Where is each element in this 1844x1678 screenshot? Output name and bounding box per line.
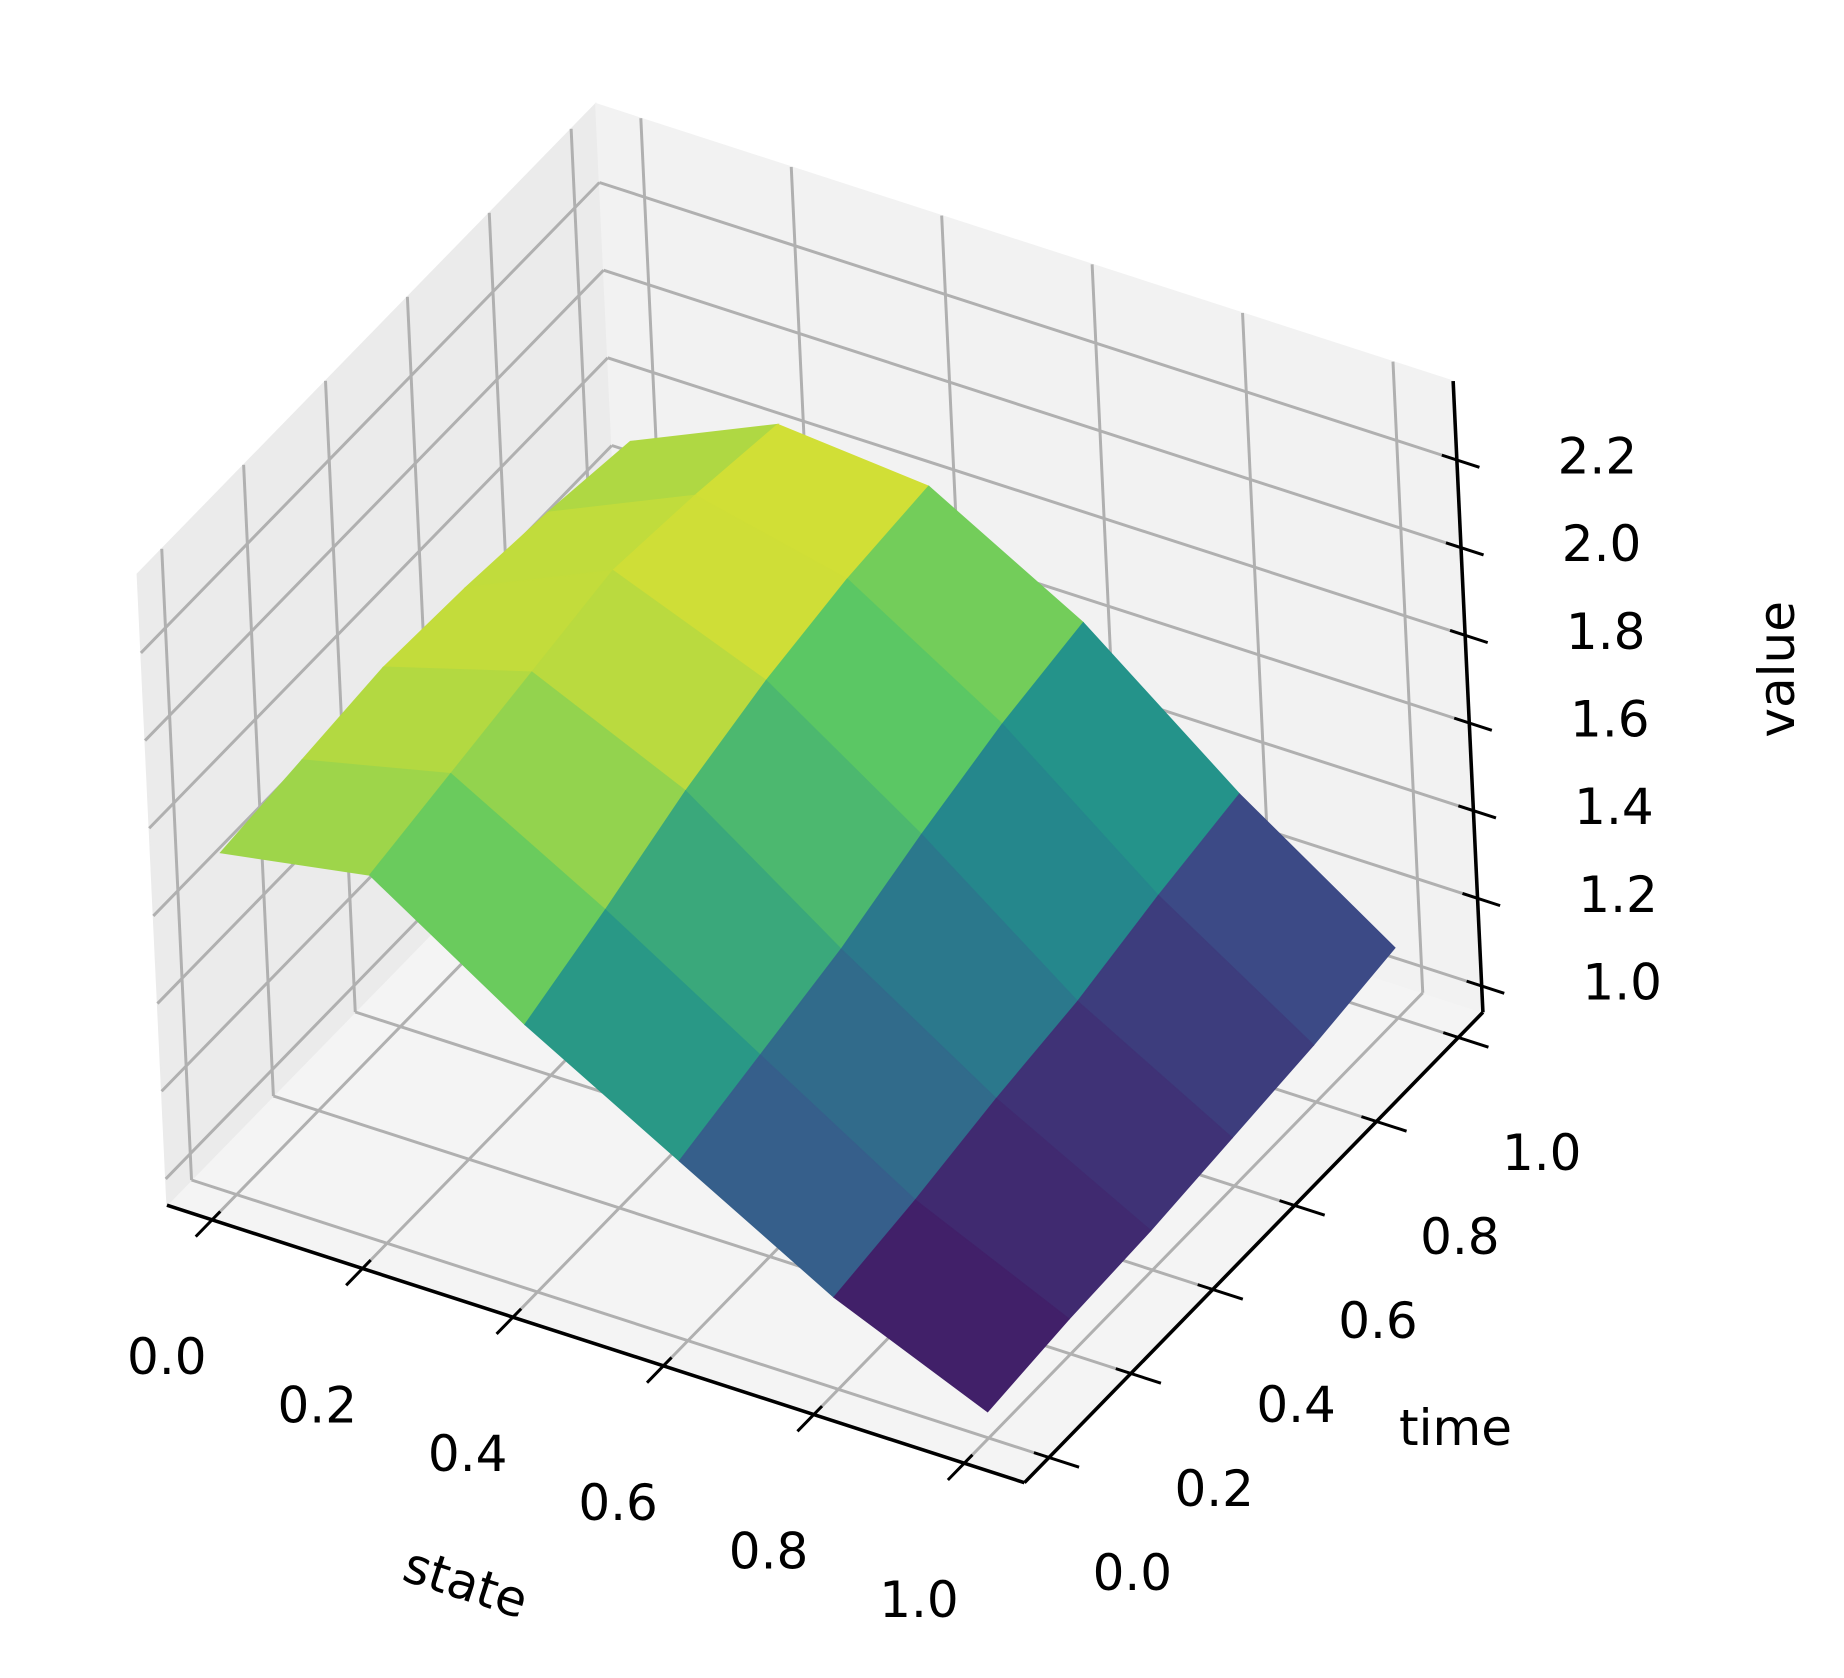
grid-line [603,268,1462,550]
grid-line [139,181,601,654]
z-tick-label: 1.0 [1582,953,1662,1011]
grid-line [148,356,609,830]
y-tick-label: 1.0 [1502,1124,1582,1182]
y-tick-label: 0.4 [1256,1376,1336,1434]
z-axis-line [1451,381,1485,1013]
grid-line [191,1178,1050,1459]
grid-line [160,548,194,1181]
x-tick-label: 0.0 [127,1328,207,1386]
tick-mark [1445,541,1485,557]
y-tick-label: 0.2 [1174,1460,1254,1518]
tick-mark [1115,1367,1162,1385]
z-tick-label: 1.8 [1566,603,1646,661]
tick-mark [194,1210,222,1238]
tick-mark [1453,716,1493,732]
tick-mark [1457,804,1497,820]
surface-cell [833,1199,1070,1413]
grid-line [607,356,1466,637]
y-tick-label: 0.8 [1420,1208,1500,1266]
grid-line [242,464,275,1097]
grid-line [1391,361,1425,993]
grid-line [324,380,357,1013]
tick-mark [345,1259,372,1287]
z-axis-label: value [1748,601,1806,738]
x-tick-label: 0.6 [578,1474,658,1532]
tick-mark [1033,1451,1080,1469]
tick-mark [1197,1283,1244,1301]
tick-mark [645,1356,673,1384]
y-tick-label: 0.6 [1338,1292,1418,1350]
x-tick-label: 0.8 [729,1523,809,1581]
x-tick-label: 0.4 [428,1425,508,1483]
axes: 0.00.20.40.60.81.0 0.00.20.40.60.81.01.01… [127,381,1662,1629]
z-tick-label: 1.4 [1574,778,1654,836]
y-axis-line [1023,1011,1485,1484]
tick-mark [1442,1031,1489,1049]
z-tick-label: 2.0 [1562,515,1642,573]
y-axis-label: time [1399,1399,1512,1457]
tick-mark [796,1405,824,1433]
y-tick-label: 0.0 [1093,1544,1173,1602]
x-axis-line [166,1203,1025,1485]
z-tick-label: 1.6 [1570,690,1650,748]
grid-line [963,991,1424,1465]
tick-mark [1466,979,1505,995]
grid-line [598,181,1458,462]
z-tick-label: 1.2 [1578,866,1658,924]
tick-mark [1279,1199,1326,1217]
tick-mark [1441,453,1480,469]
surface [219,423,1396,1413]
grid-line [143,269,605,742]
tick-mark [1462,892,1501,908]
x-tick-label: 1.0 [879,1571,959,1629]
tick-mark [1360,1115,1408,1133]
x-axis-label: state [397,1536,535,1630]
x-tick-label: 0.2 [278,1377,358,1435]
tick-mark [1449,629,1489,645]
tick-mark [946,1453,974,1482]
z-tick-label: 2.2 [1558,427,1638,485]
tick-mark [495,1307,523,1336]
